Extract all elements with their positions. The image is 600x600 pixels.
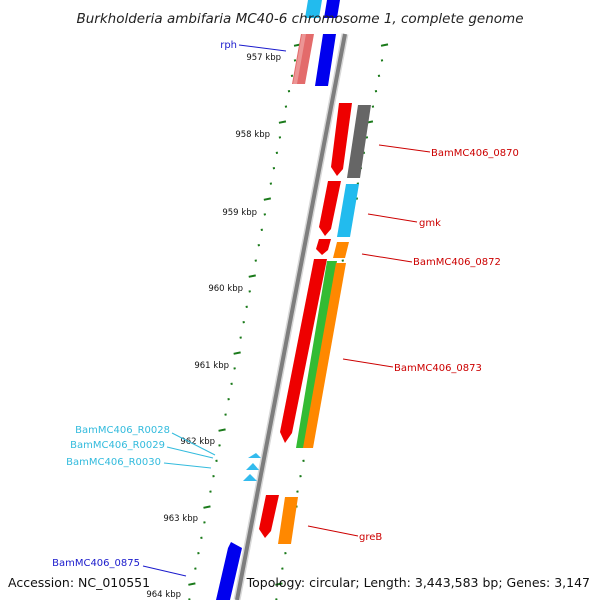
label-bammc406-0875: BamMC406_0875	[52, 558, 140, 569]
map-title: Burkholderia ambifaria MC40-6 chromosome…	[76, 11, 523, 27]
label-bammc406-0873: BamMC406_0873	[394, 363, 482, 374]
tick-label-959: 959 kbp	[222, 208, 257, 218]
feature-bammc406-0870[interactable]	[331, 103, 371, 178]
ruler-major-tick	[233, 351, 241, 355]
feature-greb[interactable]	[259, 495, 298, 544]
feature-bammc406-0872[interactable]	[316, 239, 349, 258]
ruler-major-tick	[248, 274, 256, 278]
tick-label-960: 960 kbp	[208, 284, 243, 294]
topology-text: Topology: circular; Length: 3,443,583 bp…	[246, 575, 590, 590]
label-leader-lines	[142, 44, 431, 577]
feature-bammc406-0875[interactable]	[216, 542, 242, 600]
label-gmk: gmk	[419, 218, 441, 229]
feature-bammc406-0873[interactable]	[280, 259, 346, 448]
ruler-major-tick	[218, 428, 226, 432]
outer-major-tick	[275, 582, 283, 586]
label-bammc406-0872: BamMC406_0872	[413, 257, 501, 268]
tick-label-962: 962 kbp	[180, 437, 215, 447]
coordinate-labels: 957 kbp 958 kbp 959 kbp 960 kbp 961 kbp …	[146, 53, 281, 600]
ruler-major-tick	[278, 120, 287, 124]
label-greb: greB	[359, 532, 382, 543]
label-bammc406-r0029: BamMC406_R0029	[70, 440, 165, 451]
ruler-major-tick	[188, 582, 196, 586]
outer-major-tick	[380, 43, 389, 47]
gene-labels: rph BamMC406_0870 gmk BamMC406_0872 BamM…	[52, 40, 519, 569]
tick-label-964: 964 kbp	[146, 590, 181, 600]
label-rph: rph	[220, 40, 237, 51]
label-bammc406-r0030: BamMC406_R0030	[66, 457, 161, 468]
feature-gmk[interactable]	[319, 181, 359, 237]
tick-label-963: 963 kbp	[163, 514, 198, 524]
feature-bammc406-r0028[interactable]	[248, 453, 261, 458]
label-bammc406-r0028: BamMC406_R0028	[75, 425, 170, 436]
tick-label-957: 957 kbp	[246, 53, 281, 63]
feature-bammc406-r0030[interactable]	[243, 474, 257, 481]
ruler-major-tick	[203, 505, 211, 509]
gene-features	[216, 0, 371, 600]
genome-backbone	[233, 33, 349, 600]
feature-bammc406-r0029[interactable]	[246, 463, 259, 470]
accession-text: Accession: NC_010551	[8, 575, 150, 590]
tick-label-961: 961 kbp	[194, 361, 229, 371]
tick-label-958: 958 kbp	[235, 130, 270, 140]
ruler-major-tick	[263, 197, 272, 201]
label-bammc406-0870: BamMC406_0870	[431, 148, 519, 159]
feature-rph[interactable]	[292, 0, 340, 86]
